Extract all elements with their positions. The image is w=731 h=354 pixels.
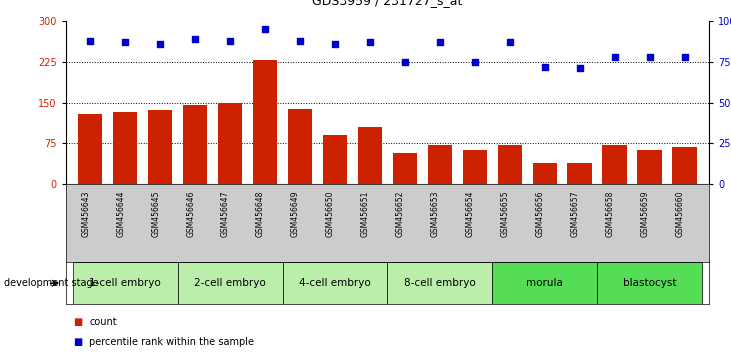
Bar	[288, 109, 312, 184]
Text: GSM456656: GSM456656	[536, 190, 545, 237]
Bar	[73, 262, 178, 304]
Bar	[283, 262, 387, 304]
Text: GSM456653: GSM456653	[431, 190, 440, 237]
Point	[539, 64, 550, 70]
Text: percentile rank within the sample: percentile rank within the sample	[89, 337, 254, 347]
Bar	[183, 105, 208, 184]
Bar	[463, 150, 487, 184]
Text: GSM456658: GSM456658	[606, 190, 615, 237]
Bar	[178, 262, 283, 304]
Bar	[393, 153, 417, 184]
Point	[154, 41, 166, 47]
Point	[644, 54, 656, 60]
Bar	[357, 127, 382, 184]
Text: GSM456660: GSM456660	[675, 190, 685, 237]
Text: development stage: development stage	[4, 278, 98, 288]
Bar	[532, 164, 557, 184]
Text: GSM456647: GSM456647	[221, 190, 230, 237]
Point	[434, 40, 446, 45]
Text: GSM456644: GSM456644	[116, 190, 125, 237]
Bar	[78, 114, 102, 184]
Bar	[428, 145, 452, 184]
Text: 1-cell embryo: 1-cell embryo	[89, 278, 161, 288]
Point	[189, 36, 201, 42]
Point	[469, 59, 481, 65]
Text: count: count	[89, 317, 117, 327]
Text: GSM456650: GSM456650	[326, 190, 335, 237]
Bar	[218, 103, 243, 184]
Bar	[387, 262, 492, 304]
Text: GSM456654: GSM456654	[466, 190, 475, 237]
Text: ■: ■	[73, 337, 83, 347]
Bar	[253, 60, 277, 184]
Text: morula: morula	[526, 278, 563, 288]
Point	[224, 38, 236, 44]
Bar	[148, 110, 173, 184]
Text: GSM456652: GSM456652	[396, 190, 405, 237]
Text: GSM456657: GSM456657	[571, 190, 580, 237]
Text: GSM456655: GSM456655	[501, 190, 510, 237]
Bar	[602, 145, 627, 184]
Text: GSM456646: GSM456646	[186, 190, 195, 237]
Text: ■: ■	[73, 317, 83, 327]
Text: blastocyst: blastocyst	[623, 278, 676, 288]
Point	[119, 40, 131, 45]
Text: GDS3959 / 231727_s_at: GDS3959 / 231727_s_at	[312, 0, 463, 7]
Point	[329, 41, 341, 47]
Bar	[567, 164, 592, 184]
Point	[399, 59, 411, 65]
Bar	[498, 145, 522, 184]
Point	[364, 40, 376, 45]
Bar	[323, 135, 347, 184]
Point	[260, 27, 271, 32]
Text: GSM456651: GSM456651	[361, 190, 370, 237]
Bar	[673, 147, 697, 184]
Text: 2-cell embryo: 2-cell embryo	[194, 278, 266, 288]
Text: 8-cell embryo: 8-cell embryo	[404, 278, 476, 288]
Point	[294, 38, 306, 44]
Text: GSM456648: GSM456648	[256, 190, 265, 237]
Text: GSM456649: GSM456649	[291, 190, 300, 237]
Text: GSM456659: GSM456659	[640, 190, 650, 237]
Text: GSM456645: GSM456645	[151, 190, 160, 237]
Text: 4-cell embryo: 4-cell embryo	[299, 278, 371, 288]
Bar	[492, 262, 597, 304]
Point	[84, 38, 96, 44]
Bar	[637, 150, 662, 184]
Point	[609, 54, 621, 60]
Bar	[113, 113, 137, 184]
Text: GSM456643: GSM456643	[81, 190, 90, 237]
Point	[574, 65, 586, 71]
Point	[679, 54, 691, 60]
Point	[504, 40, 515, 45]
Bar	[597, 262, 702, 304]
